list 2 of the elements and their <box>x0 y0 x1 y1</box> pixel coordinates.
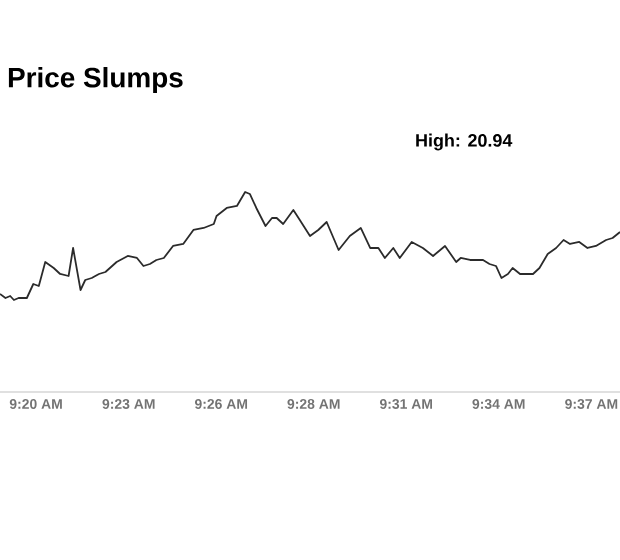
chart-title: Price Slumps <box>8 66 183 93</box>
text: High: 20.94 <box>416 133 513 151</box>
